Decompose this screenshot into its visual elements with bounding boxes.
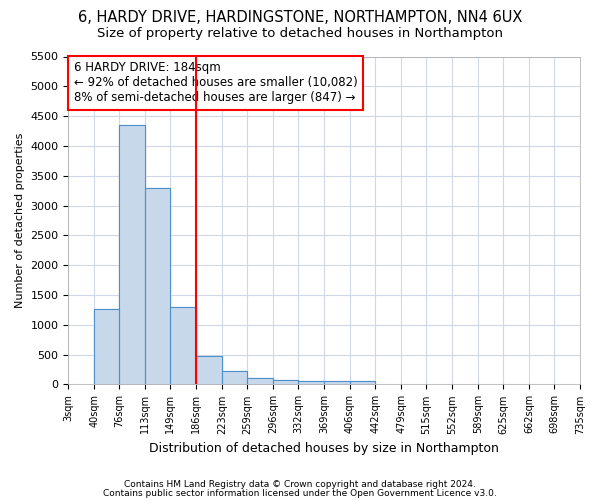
Text: Size of property relative to detached houses in Northampton: Size of property relative to detached ho… (97, 28, 503, 40)
Text: Contains public sector information licensed under the Open Government Licence v3: Contains public sector information licen… (103, 488, 497, 498)
Text: 6, HARDY DRIVE, HARDINGSTONE, NORTHAMPTON, NN4 6UX: 6, HARDY DRIVE, HARDINGSTONE, NORTHAMPTO… (78, 10, 522, 25)
Text: Contains HM Land Registry data © Crown copyright and database right 2024.: Contains HM Land Registry data © Crown c… (124, 480, 476, 489)
X-axis label: Distribution of detached houses by size in Northampton: Distribution of detached houses by size … (149, 442, 499, 455)
Y-axis label: Number of detached properties: Number of detached properties (15, 133, 25, 308)
Text: 6 HARDY DRIVE: 184sqm
← 92% of detached houses are smaller (10,082)
8% of semi-d: 6 HARDY DRIVE: 184sqm ← 92% of detached … (74, 62, 357, 104)
